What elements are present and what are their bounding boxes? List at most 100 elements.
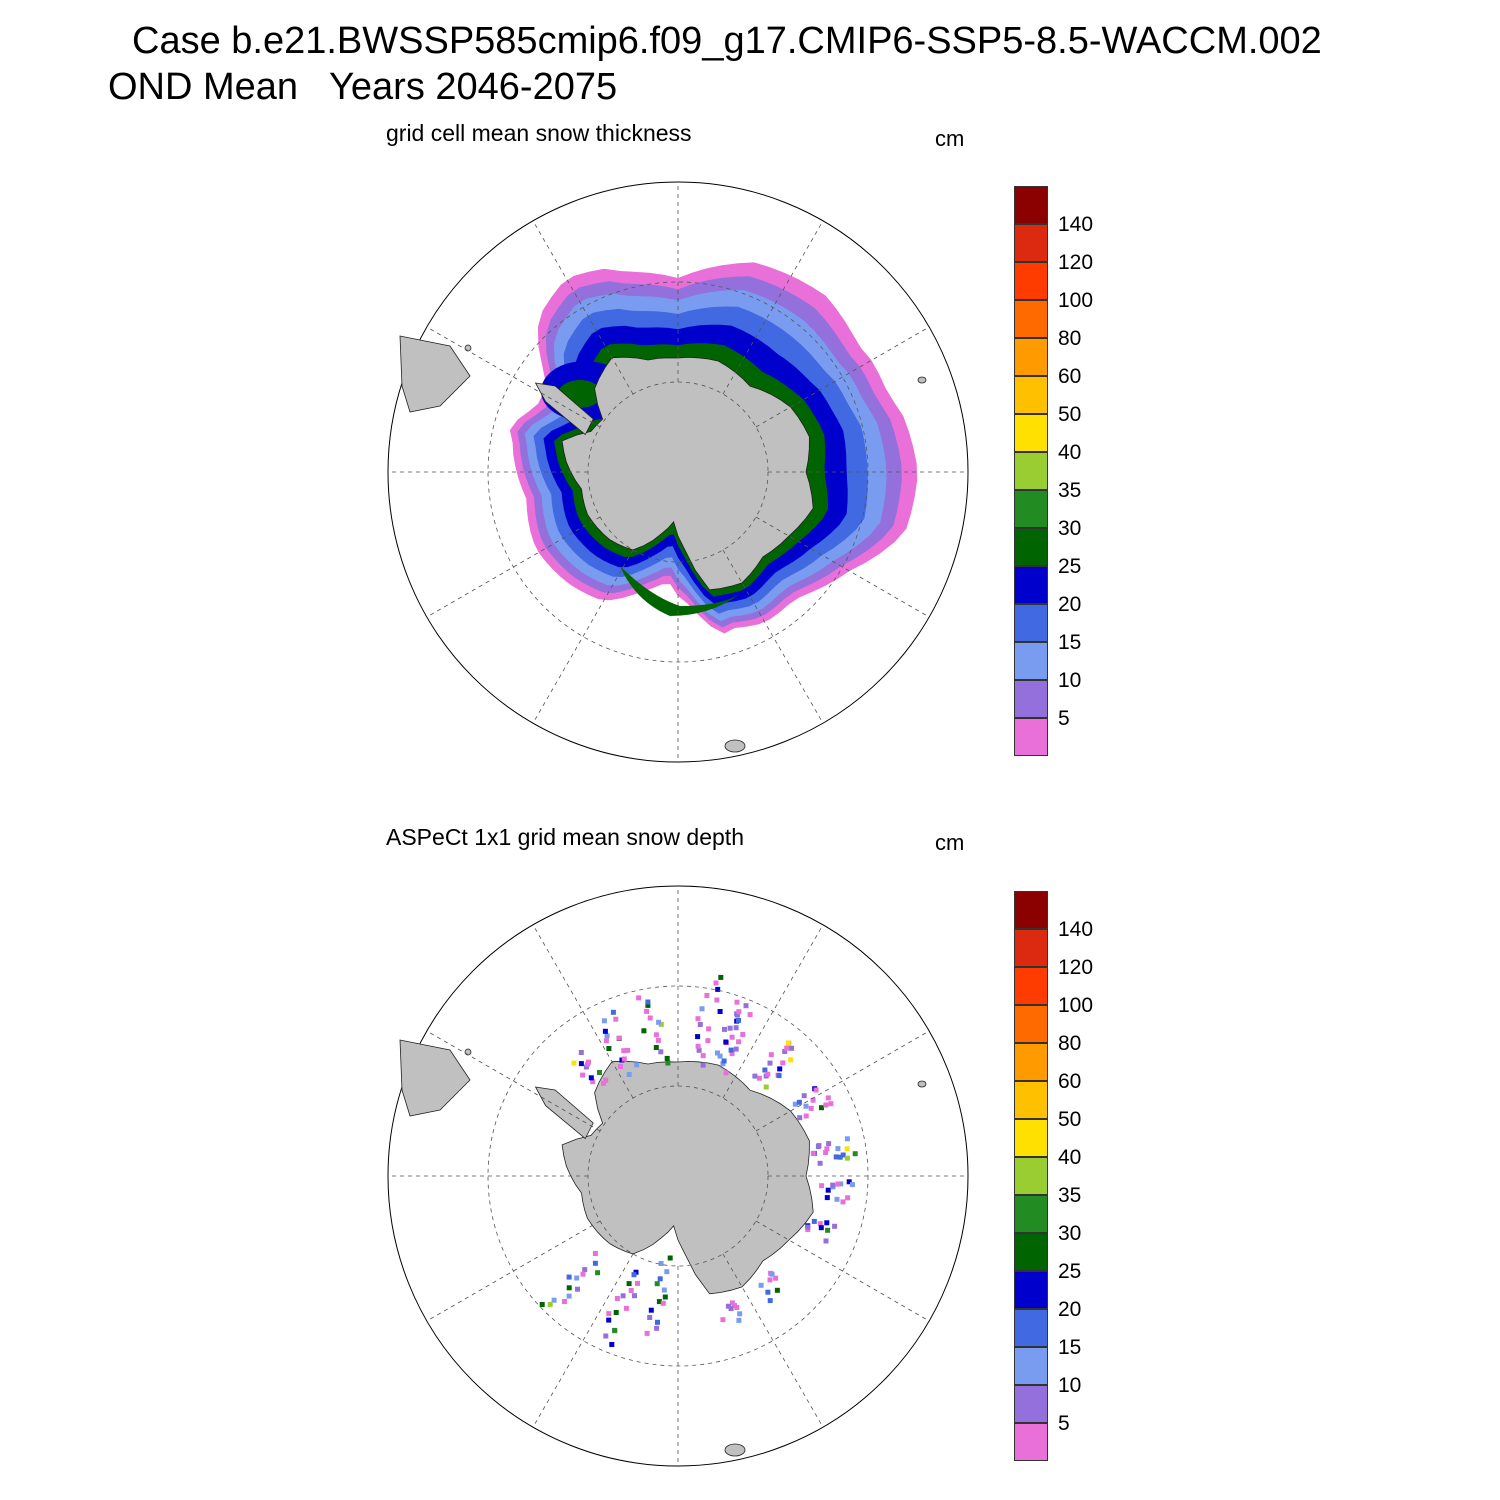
colorbar-swatch [1014,1271,1048,1309]
colorbar-tick-label: 100 [1058,289,1094,312]
panel2-obs-cell [823,1238,829,1244]
panel2-obs-cell [580,1271,586,1277]
panel2-obs-cell [830,1182,836,1188]
panel2-meridian [426,1220,601,1322]
panel2-obs-cell [618,1064,623,1069]
panel2-obs-cell [769,1271,775,1277]
panel2-obs-cell [801,1093,807,1099]
colorbar-tick-label: 25 [1058,555,1082,578]
figure-title-line2: OND Mean Years 2046-2075 [108,66,618,108]
colorbar-tick-label: 10 [1058,669,1082,692]
panel1-meridian [532,549,634,724]
panel2-obs-cell [819,1105,824,1111]
panel2-obs-cell [824,1146,830,1152]
panel2-obs-cell [601,1080,606,1086]
colorbar-tick-label: 30 [1058,517,1082,540]
panel2-obs-cell [765,1071,771,1077]
panel2-obs-cell [729,1034,735,1040]
panel2-obs-cell [604,1033,610,1039]
panel2-obs-cell [834,1196,840,1202]
colorbar-tick-label: 25 [1058,1260,1082,1283]
colorbar-swatch [1014,1081,1048,1119]
panel2-obs-cell [661,1287,667,1293]
panel2-obs-cell [547,1301,553,1307]
panel2-obs-cell [655,1037,661,1043]
panel2-map [387,885,969,1467]
panel2-obs-cell [825,1187,831,1193]
panel2-obs-cell [606,1046,612,1051]
panel2-units: cm [935,830,965,855]
panel2-obs-cell [713,980,719,986]
panel2-obs-cell [641,1028,647,1034]
panel2-obs-cell [792,1101,798,1107]
panel1-antarctic-peninsula [534,382,594,436]
colorbar-swatch [1014,680,1048,718]
panel2-obs-cell [747,1012,753,1018]
panel2-obs-cell [803,1113,809,1119]
panel2-obs-cell [817,1221,823,1227]
panel2-obs-cell [590,1079,596,1085]
colorbar-swatch [1014,300,1048,338]
panel2-obs-cell [566,1274,572,1280]
panel1-map [387,181,969,763]
panel1-island-west [464,344,472,352]
panel2-obs-cell [838,1181,844,1187]
colorbar-tick-label: 15 [1058,631,1082,654]
panel2-obs-cell [752,1073,758,1079]
panel2-obs-cell [653,1045,659,1050]
panel2-obs-cell [733,1025,739,1031]
panel2-obs-cell [648,1307,654,1313]
colorbar-swatch [1014,1195,1048,1233]
panel2-obs-cell [832,1223,838,1229]
panel2-obs-cell [840,1199,846,1205]
panel2-obs-cell [626,1072,632,1077]
panel2-obs-cell [700,1053,706,1059]
panel2-south-america [399,1039,471,1117]
colorbar-tick-label: 120 [1058,251,1094,274]
colorbar-tick-label: 20 [1058,593,1082,616]
figure-title-line1: Case b.e21.BWSSP585cmip6.f09_g17.CMIP6-S… [132,20,1322,62]
panel2-obs-cell [743,1003,749,1009]
panel1-units: cm [935,126,965,151]
panel2-obs-cell [655,1319,660,1325]
panel2-obs-cell [699,1006,705,1012]
panel2-obs-cell [613,1310,619,1315]
panel2-obs-cell [656,1019,662,1025]
panel2-obs-cell [782,1049,788,1054]
colorbar-tick-label: 120 [1058,956,1094,979]
panel2-obs-cell [664,1269,670,1275]
panel1-meridian [722,220,824,395]
panel2-obs-cell [592,1251,598,1256]
colorbar-swatch [1014,1233,1048,1271]
colorbar-swatch [1014,718,1048,756]
panel2-obs-cell [722,1026,727,1032]
panel2-obs-cell [767,1060,773,1066]
panel2-obs-cell [551,1297,557,1303]
panel2-obs-cell [647,1315,653,1320]
panel2-obs-cell [695,1043,701,1049]
panel2-obs-cell [762,1067,768,1073]
colorbar-swatch [1014,604,1048,642]
panel2-obs-cell [844,1155,850,1161]
panel2-obs-cell [595,1270,601,1276]
panel2-obs-cell [601,1018,607,1024]
panel2-obs-cell [603,1038,609,1044]
panel1-island-east [917,376,927,384]
panel2-obs-cell [609,1342,615,1347]
panel2-obs-cell [756,1075,762,1081]
panel2-obs-cell [852,1151,858,1157]
panel2-obs-cell [695,1016,701,1022]
colorbar-swatch [1014,642,1048,680]
panel2-obs-cell [578,1061,584,1067]
panel2-obs-cell [665,1060,671,1066]
panel2-obs-cell [706,1026,712,1032]
panel2-obs-cell [725,1303,731,1309]
colorbar-swatch [1014,1005,1048,1043]
colorbar-swatch [1014,376,1048,414]
panel2-obs-cell [620,1293,626,1299]
panel2-obs-cell [658,1049,664,1055]
panel2-obs-cell [626,1281,632,1287]
colorbar-tick-label: 140 [1058,213,1094,236]
colorbar-tick-label: 35 [1058,1184,1082,1207]
panel2-obs-cell [597,1070,602,1075]
